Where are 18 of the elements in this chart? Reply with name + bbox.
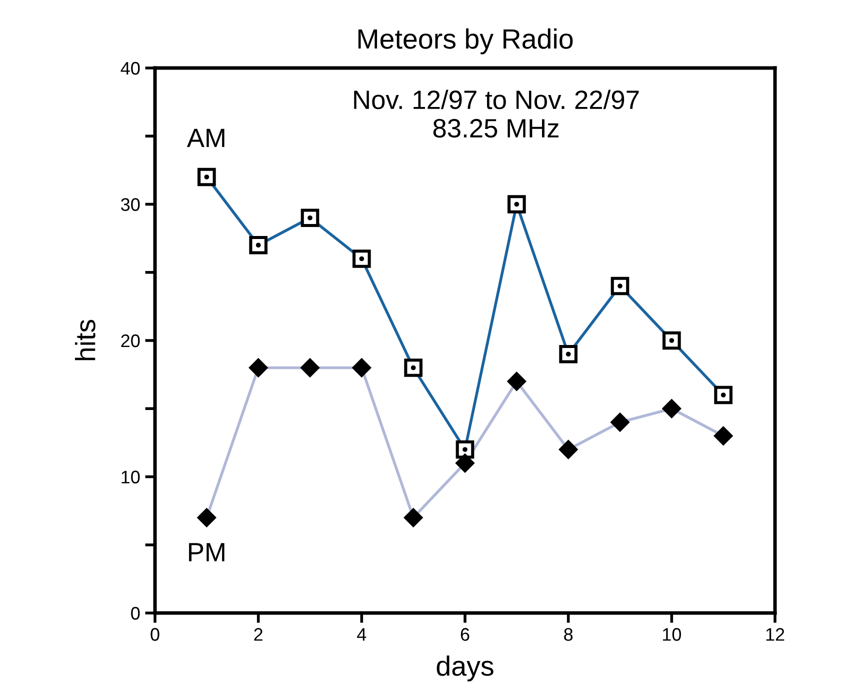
- x-tick-label: 0: [150, 628, 160, 641]
- annotation: Nov. 12/97 to Nov. 22/97 83.25 MHz: [354, 90, 639, 138]
- y-axis-title: hits: [74, 320, 96, 360]
- chart-title: Meteors by Radio: [358, 28, 573, 54]
- y-tick-label: 10: [122, 470, 140, 484]
- y-tick-label: 0: [131, 606, 140, 620]
- x-axis-title: days: [436, 656, 494, 682]
- series-label: AM: [186, 128, 224, 147]
- x-tick-label: 10: [663, 628, 682, 641]
- y-tick-label: 20: [121, 334, 140, 348]
- series-label: PM: [189, 543, 224, 562]
- x-tick-label: 2: [254, 628, 262, 641]
- x-tick-label: 6: [460, 628, 470, 641]
- y-tick-label: 30: [121, 198, 140, 211]
- x-tick-label: 8: [564, 628, 573, 641]
- x-tick-label: 12: [766, 628, 784, 641]
- x-tick-label: 4: [357, 628, 366, 641]
- y-tick-label: 40: [120, 62, 140, 75]
